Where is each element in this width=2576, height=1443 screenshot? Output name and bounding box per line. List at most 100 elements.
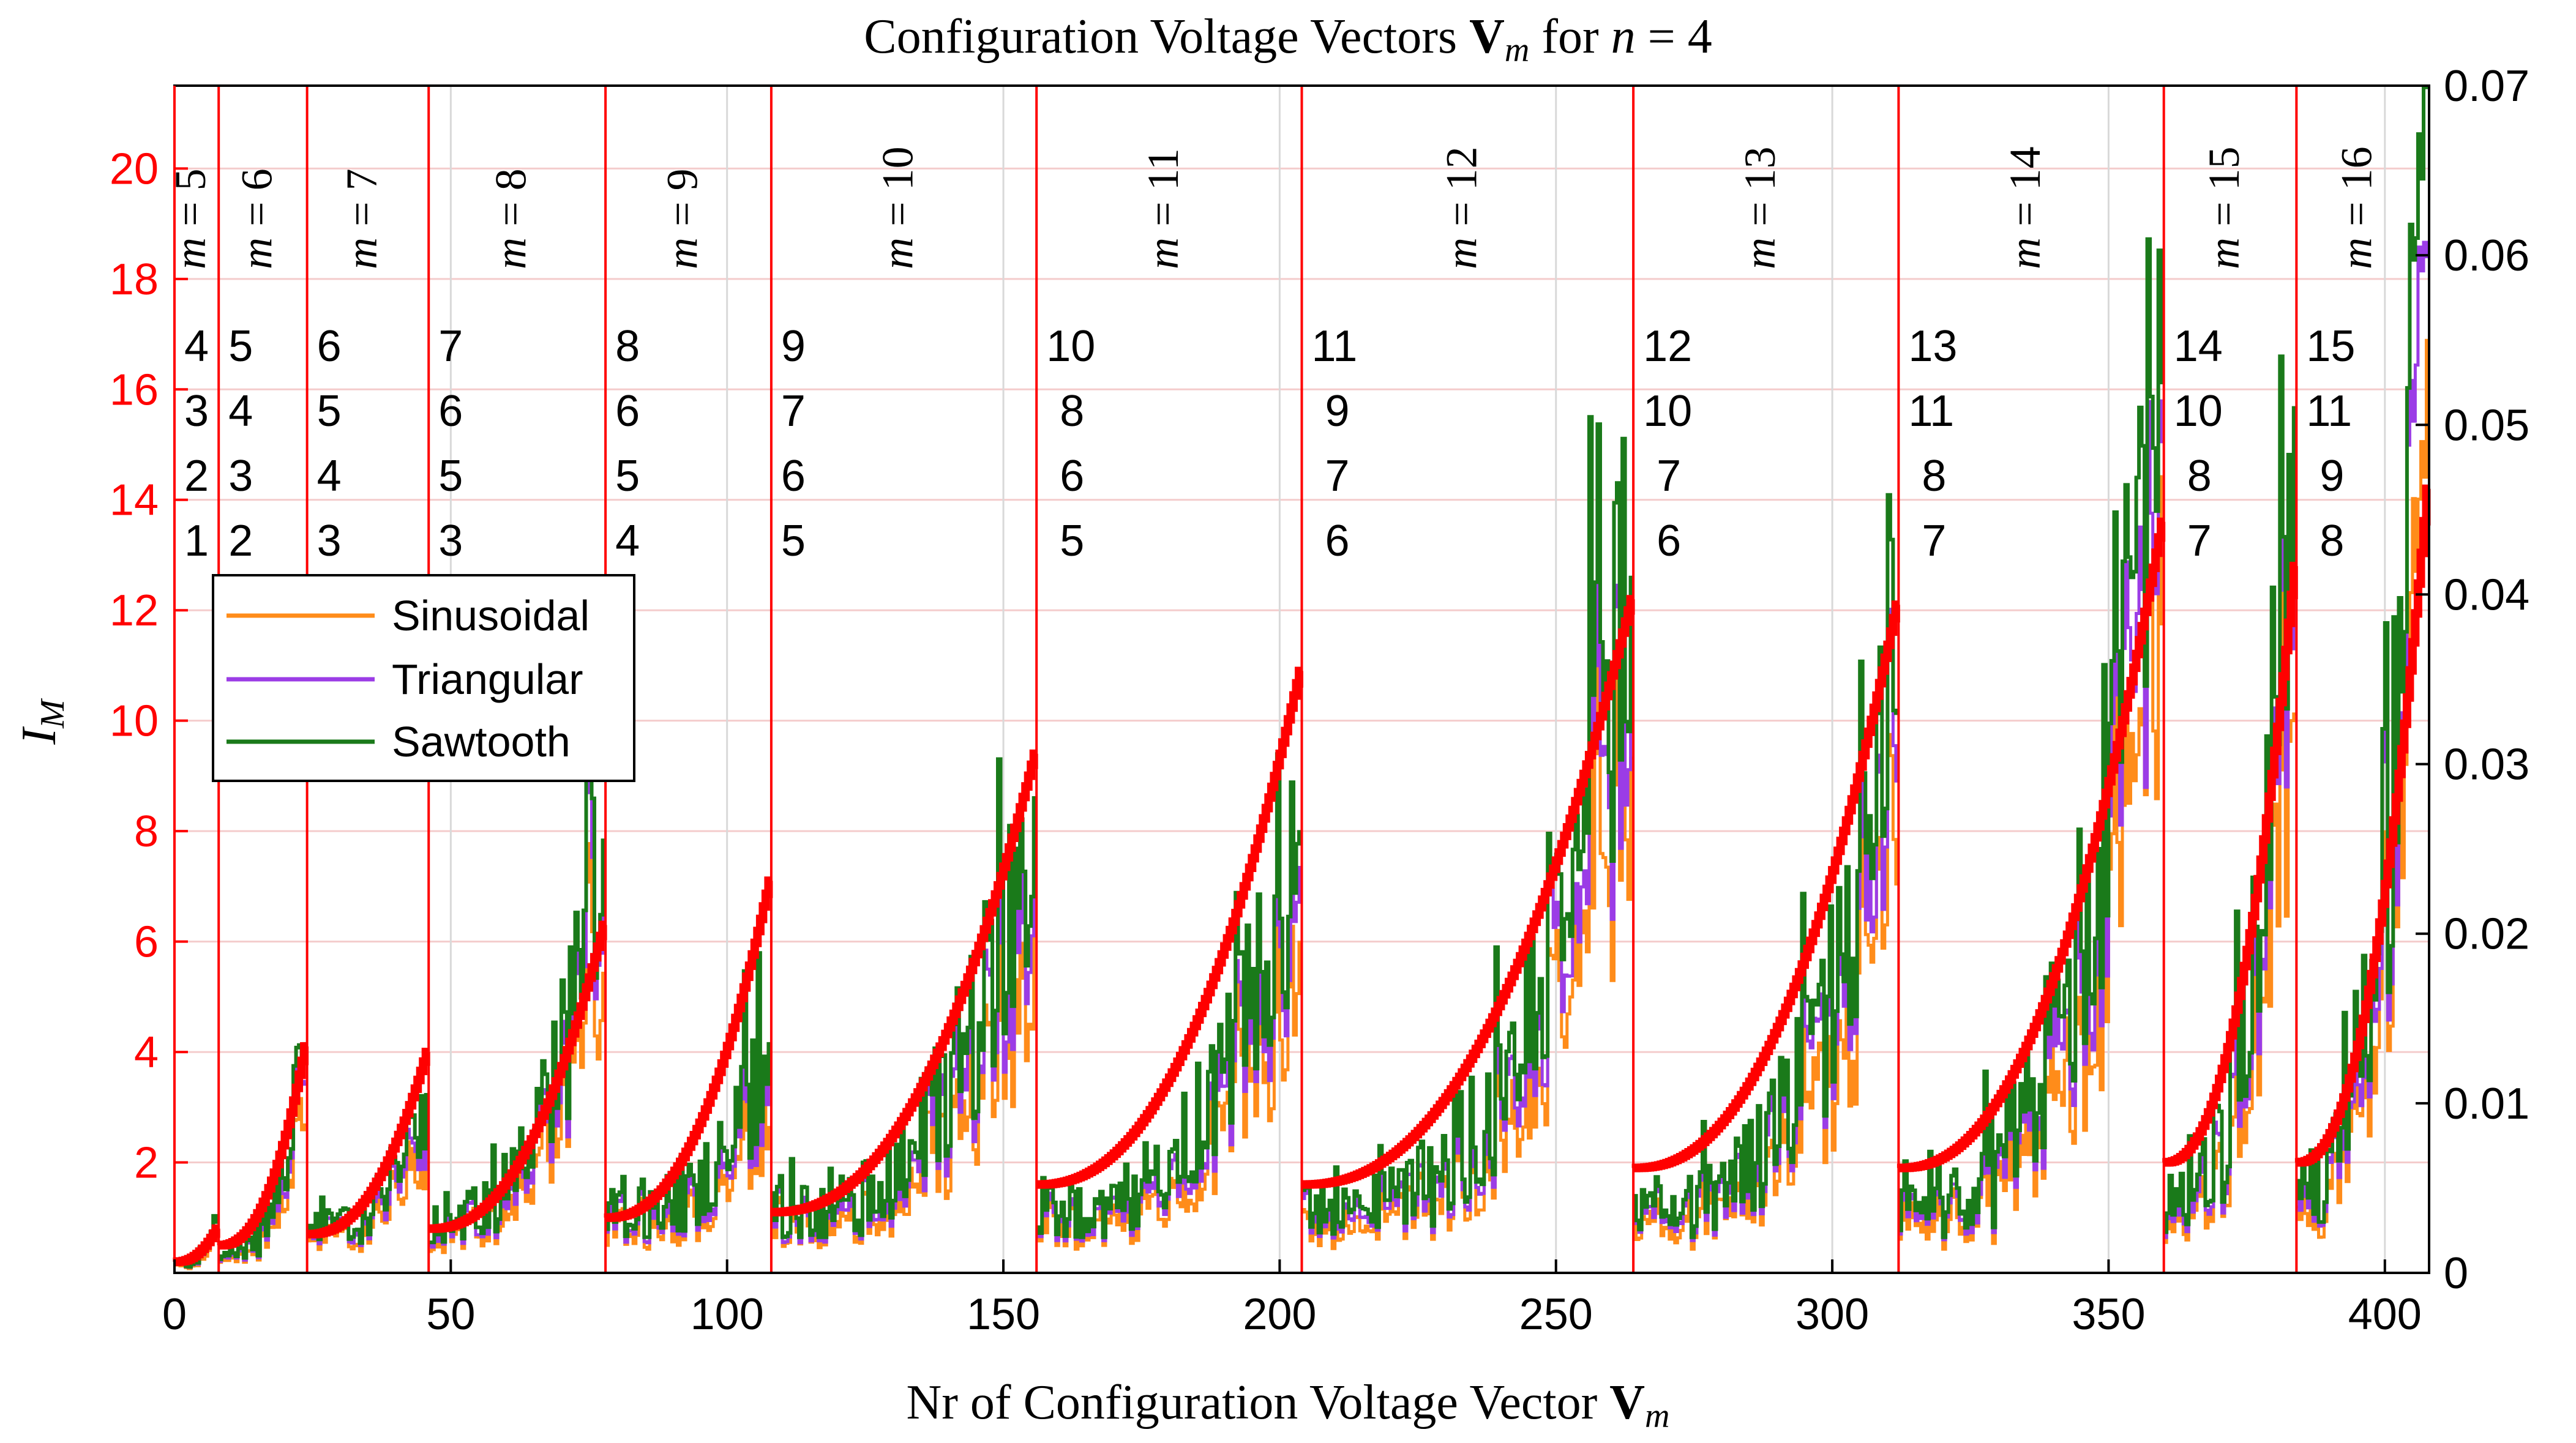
series-sawtooth-m12 xyxy=(1301,415,1634,1236)
group-label-m11: m = 11 xyxy=(1139,148,1188,269)
series-im-m13 xyxy=(1631,600,1900,1173)
axis-layer: 0 50 100 150 200 250 300 350 4002468101214161820… xyxy=(110,62,2529,1339)
combo-number-m15: 7 xyxy=(2187,516,2212,565)
x-axis-label: Nr of Configuration Voltage Vector Vm xyxy=(907,1376,1670,1435)
combo-number-m7: 5 xyxy=(317,387,342,436)
y-tick-label: 6 xyxy=(134,918,159,967)
y2-tick-label: 0 xyxy=(2444,1249,2468,1298)
combo-number-m10: 7 xyxy=(781,387,806,436)
group-label-m14: m = 14 xyxy=(2001,146,2050,269)
combo-number-m9: 5 xyxy=(615,452,640,501)
group-label-m16: m = 16 xyxy=(2332,146,2381,269)
group-label-m15: m = 15 xyxy=(2200,146,2248,269)
combo-number-m7: 4 xyxy=(317,452,342,501)
combo-number-m14: 11 xyxy=(1908,387,1954,436)
combo-number-m11: 10 xyxy=(1046,322,1095,371)
combo-number-m9: 8 xyxy=(615,322,640,371)
combo-number-m6: 4 xyxy=(228,387,253,436)
combo-number-m14: 7 xyxy=(1922,516,1946,565)
series-im-m7 xyxy=(307,1048,430,1239)
legend: Sinusoidal Triangular Sawtooth xyxy=(212,574,635,782)
series-im-m12 xyxy=(1301,595,1635,1189)
series-sawtooth-m11 xyxy=(1036,752,1302,1239)
combo-number-m8: 7 xyxy=(438,322,463,371)
series-sawtooth-m15 xyxy=(2163,354,2297,1234)
series-sinusoidal-m14 xyxy=(1898,475,2164,1251)
y2-tick-label: 0.05 xyxy=(2444,401,2529,450)
group-label-m13: m = 13 xyxy=(1735,146,1784,269)
group-label-m10: m = 10 xyxy=(874,146,923,269)
series-sawtooth-m14 xyxy=(1898,237,2164,1239)
combo-number-m12: 7 xyxy=(1325,452,1350,501)
combo-number-m13: 6 xyxy=(1657,516,1681,565)
combo-number-m11: 8 xyxy=(1060,387,1084,436)
combo-number-m8: 3 xyxy=(438,516,463,565)
series-layer xyxy=(173,85,2431,1270)
combo-number-m8: 6 xyxy=(438,387,463,436)
combo-number-m15: 10 xyxy=(2174,387,2223,436)
combo-number-m15: 8 xyxy=(2187,452,2212,501)
combo-number-m13: 12 xyxy=(1643,322,1692,371)
series-im-m8 xyxy=(429,920,607,1233)
y-tick-label: 4 xyxy=(134,1028,159,1077)
y2-tick-label: 0.07 xyxy=(2444,62,2529,111)
combo-number-m16: 11 xyxy=(2306,387,2352,436)
series-sawtooth-m9 xyxy=(605,951,771,1239)
series-im-m6 xyxy=(217,1042,309,1250)
y2-tick-label: 0.04 xyxy=(2444,570,2529,619)
combo-number-m5: 3 xyxy=(184,387,209,436)
series-im-m10 xyxy=(771,749,1038,1217)
combo-number-m7: 6 xyxy=(317,322,342,371)
series-im-m11 xyxy=(1036,666,1303,1189)
x-tick-label: 50 xyxy=(426,1290,475,1339)
x-tick-label: 0 xyxy=(162,1290,187,1339)
combo-number-m10: 5 xyxy=(781,516,806,565)
y-tick-label: 20 xyxy=(110,144,159,193)
x-tick-label: 200 xyxy=(1243,1290,1316,1339)
combo-number-m6: 2 xyxy=(228,516,253,565)
y-tick-label: 16 xyxy=(110,365,159,414)
combo-number-m6: 3 xyxy=(228,452,253,501)
combo-number-m9: 6 xyxy=(615,387,640,436)
x-tick-label: 150 xyxy=(967,1290,1040,1339)
y-axis-label: IM xyxy=(12,698,72,745)
combo-number-m16: 15 xyxy=(2306,322,2355,371)
combo-number-m5: 2 xyxy=(184,452,209,501)
combo-number-m11: 6 xyxy=(1060,452,1084,501)
combo-number-m13: 7 xyxy=(1657,452,1681,501)
combo-number-m10: 6 xyxy=(781,452,806,501)
y-tick-label: 10 xyxy=(110,697,159,746)
combo-number-m12: 11 xyxy=(1312,322,1358,371)
series-im-m15 xyxy=(2162,562,2298,1167)
x-tick-label: 350 xyxy=(2072,1290,2145,1339)
y-tick-label: 18 xyxy=(110,255,159,304)
y-tick-label: 8 xyxy=(134,807,159,856)
series-im-m14 xyxy=(1896,517,2166,1173)
combo-number-m9: 4 xyxy=(615,516,640,565)
series-im-m5 xyxy=(173,1224,220,1266)
series-sawtooth-m8 xyxy=(429,613,606,1245)
legend-label-triangular: Triangular xyxy=(392,655,583,703)
combo-number-m8: 5 xyxy=(438,452,463,501)
combo-number-m12: 6 xyxy=(1325,516,1350,565)
y2-tick-label: 0.06 xyxy=(2444,231,2529,280)
series-sawtooth-m10 xyxy=(771,757,1037,1239)
combo-number-m10: 9 xyxy=(781,322,806,371)
group-label-m9: m = 9 xyxy=(658,168,707,269)
chart-title: Configuration Voltage Vectors Vm for n =… xyxy=(864,10,1712,69)
x-tick-label: 400 xyxy=(2348,1290,2422,1339)
combo-number-m5: 1 xyxy=(184,516,209,565)
combo-number-m16: 9 xyxy=(2320,452,2344,501)
y-tick-label: 12 xyxy=(110,586,159,635)
series-sawtooth-m13 xyxy=(1633,493,1899,1239)
legend-label-sawtooth: Sawtooth xyxy=(392,718,571,766)
combo-number-m11: 5 xyxy=(1060,516,1084,565)
series-im-m16 xyxy=(2294,484,2431,1167)
series-triangular-m9 xyxy=(605,993,771,1245)
series-triangular-m12 xyxy=(1301,492,1634,1240)
combo-number-m16: 8 xyxy=(2320,516,2344,565)
legend-label-sinusoidal: Sinusoidal xyxy=(392,592,590,639)
group-label-m6: m = 6 xyxy=(232,168,281,269)
